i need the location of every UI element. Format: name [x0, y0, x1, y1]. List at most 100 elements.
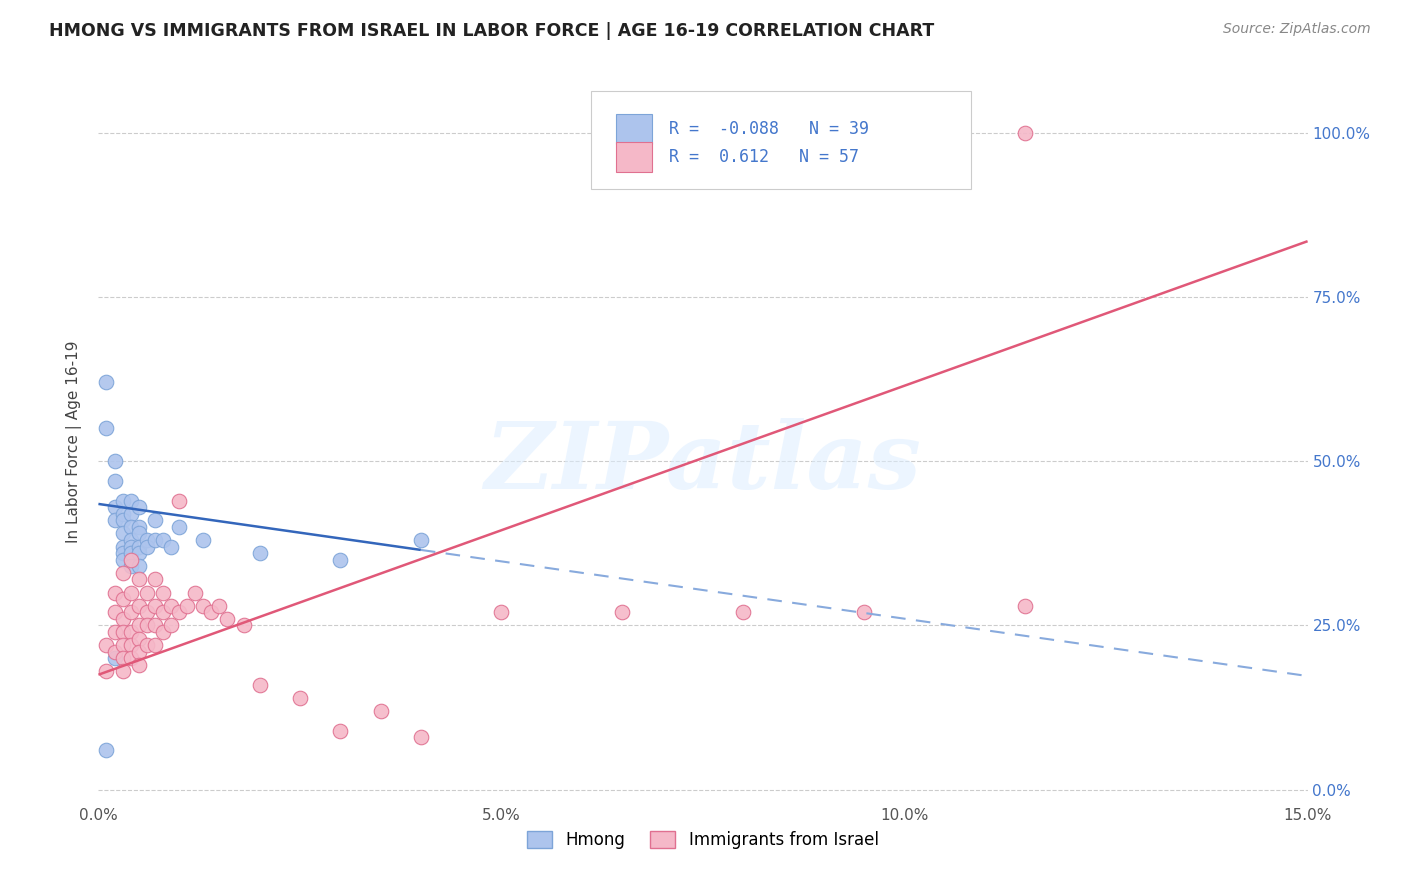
Bar: [616, 113, 652, 144]
Point: [111, 665, 134, 679]
Point: [288, 690, 311, 705]
Point: [143, 573, 166, 587]
Point: [128, 599, 150, 613]
Point: [120, 507, 142, 521]
Point: [167, 605, 190, 619]
Point: [111, 592, 134, 607]
Point: [128, 540, 150, 554]
Point: [128, 645, 150, 659]
Point: [120, 625, 142, 640]
Point: [143, 618, 166, 632]
Point: [96, 421, 118, 435]
Point: [120, 605, 142, 619]
Point: [409, 730, 432, 744]
Point: [111, 638, 134, 652]
Point: [120, 546, 142, 560]
Point: [249, 546, 271, 560]
Point: [184, 585, 207, 599]
Point: [96, 665, 118, 679]
Point: [128, 500, 150, 515]
Point: [135, 638, 157, 652]
Point: [120, 533, 142, 547]
Point: [813, 126, 835, 140]
Point: [103, 605, 125, 619]
Point: [128, 657, 150, 672]
Point: [409, 533, 432, 547]
Point: [143, 513, 166, 527]
Point: [733, 605, 755, 619]
Point: [160, 540, 183, 554]
Point: [135, 618, 157, 632]
Point: [329, 723, 352, 738]
Point: [120, 585, 142, 599]
Point: [111, 651, 134, 665]
Point: [103, 625, 125, 640]
Point: [111, 625, 134, 640]
Point: [160, 618, 183, 632]
Point: [193, 599, 215, 613]
Point: [120, 559, 142, 574]
Point: [111, 546, 134, 560]
Point: [135, 533, 157, 547]
Text: ZIPatlas: ZIPatlas: [485, 418, 921, 508]
FancyBboxPatch shape: [591, 91, 972, 189]
Legend: Hmong, Immigrants from Israel: Hmong, Immigrants from Israel: [520, 824, 886, 856]
Point: [893, 126, 915, 140]
Text: R =  -0.088   N = 39: R = -0.088 N = 39: [669, 120, 869, 137]
Point: [167, 520, 190, 534]
Text: Source: ZipAtlas.com: Source: ZipAtlas.com: [1223, 22, 1371, 37]
Text: R =  0.612   N = 57: R = 0.612 N = 57: [669, 148, 859, 166]
Point: [120, 493, 142, 508]
Point: [128, 546, 150, 560]
Point: [1014, 599, 1036, 613]
Point: [152, 533, 174, 547]
Point: [143, 599, 166, 613]
Point: [249, 677, 271, 691]
Point: [96, 743, 118, 757]
Point: [208, 599, 231, 613]
Point: [152, 625, 174, 640]
Point: [120, 638, 142, 652]
Point: [329, 553, 352, 567]
Point: [160, 599, 183, 613]
Point: [853, 605, 876, 619]
Point: [103, 651, 125, 665]
Point: [103, 454, 125, 468]
Point: [111, 507, 134, 521]
Point: [200, 605, 222, 619]
Point: [128, 618, 150, 632]
Point: [111, 612, 134, 626]
Point: [103, 474, 125, 488]
Point: [128, 520, 150, 534]
Point: [193, 533, 215, 547]
Point: [135, 540, 157, 554]
Point: [167, 493, 190, 508]
Y-axis label: In Labor Force | Age 16-19: In Labor Force | Age 16-19: [66, 340, 83, 543]
Point: [103, 645, 125, 659]
Bar: [616, 142, 652, 172]
Point: [176, 599, 198, 613]
Point: [120, 520, 142, 534]
Point: [128, 526, 150, 541]
Point: [96, 376, 118, 390]
Point: [103, 585, 125, 599]
Point: [120, 651, 142, 665]
Point: [232, 618, 254, 632]
Text: HMONG VS IMMIGRANTS FROM ISRAEL IN LABOR FORCE | AGE 16-19 CORRELATION CHART: HMONG VS IMMIGRANTS FROM ISRAEL IN LABOR…: [49, 22, 935, 40]
Point: [96, 638, 118, 652]
Point: [103, 500, 125, 515]
Point: [217, 612, 239, 626]
Point: [143, 638, 166, 652]
Point: [152, 585, 174, 599]
Point: [143, 533, 166, 547]
Point: [612, 605, 634, 619]
Point: [111, 553, 134, 567]
Point: [128, 573, 150, 587]
Point: [111, 526, 134, 541]
Point: [111, 566, 134, 580]
Point: [135, 585, 157, 599]
Point: [128, 559, 150, 574]
Point: [152, 605, 174, 619]
Point: [111, 540, 134, 554]
Point: [1014, 126, 1036, 140]
